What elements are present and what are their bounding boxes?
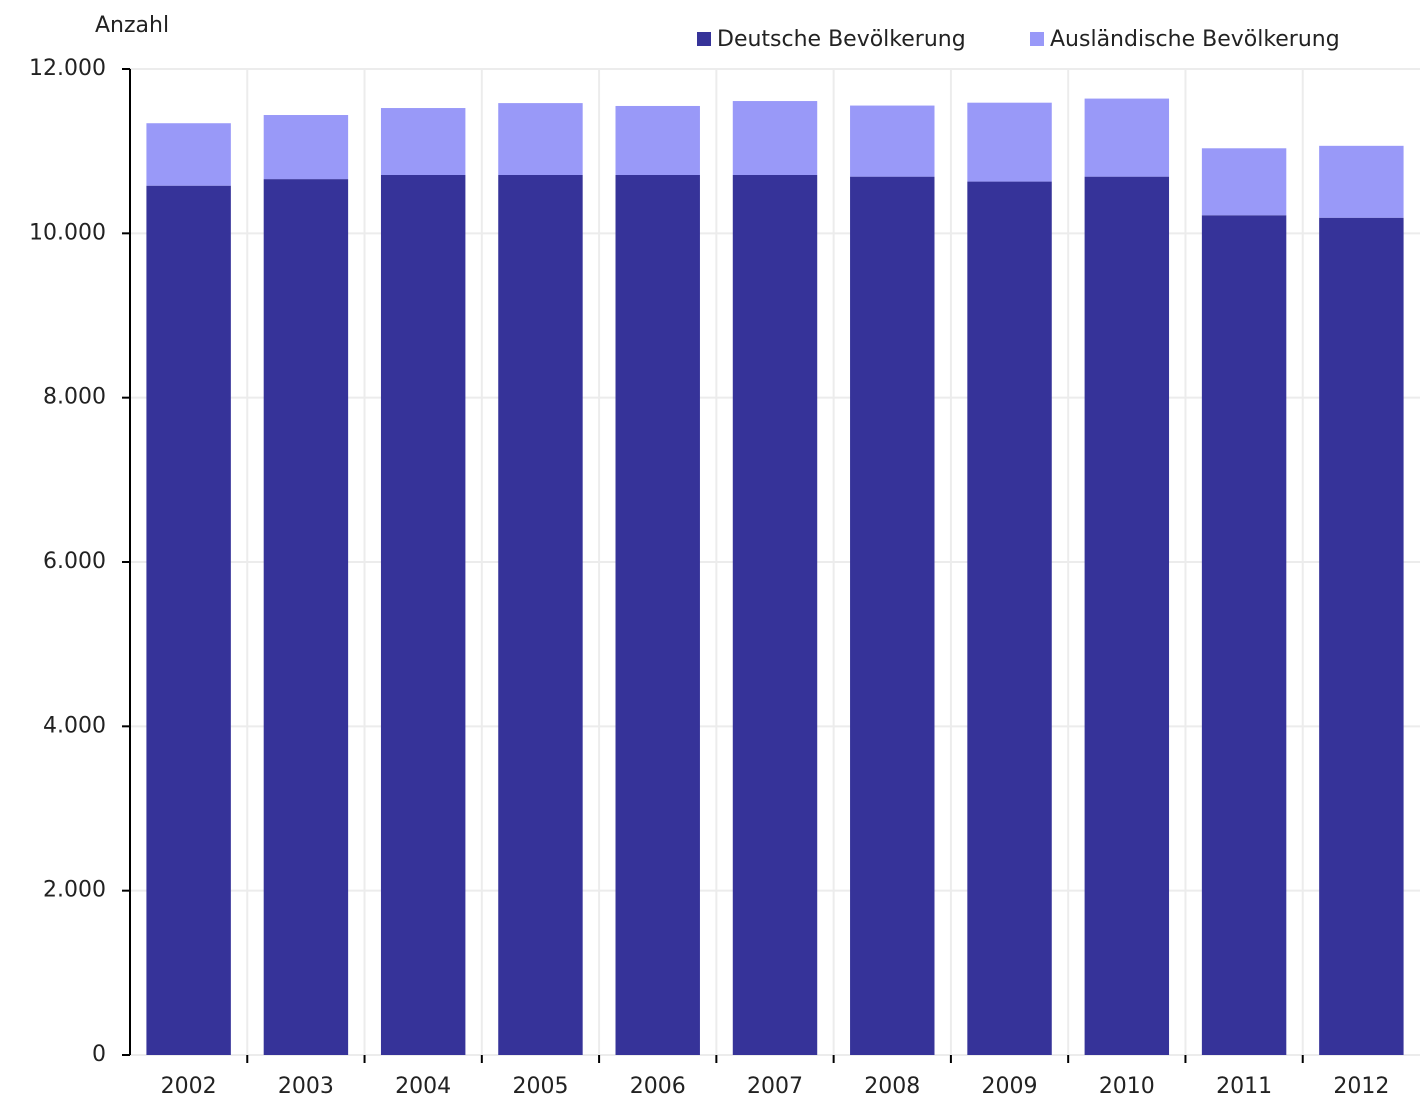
y-axis-label: Anzahl: [95, 13, 169, 38]
bar-segment: [732, 174, 818, 1055]
y-tick-label: 12.000: [29, 56, 106, 81]
bar-segment: [1084, 176, 1170, 1056]
bar-segment: [615, 105, 700, 175]
bar-segment: [850, 105, 935, 177]
y-tick-label: 10.000: [29, 220, 106, 245]
bar-segment: [263, 115, 349, 180]
bar-segment: [615, 174, 700, 1055]
x-tick-label: 2008: [864, 1074, 920, 1098]
bar-segment: [967, 181, 1052, 1055]
x-tick-label: 2011: [1216, 1074, 1272, 1098]
bar-segment: [380, 108, 466, 175]
x-tick-label: 2012: [1333, 1074, 1389, 1098]
legend-swatch: [1030, 32, 1044, 46]
x-tick-label: 2003: [278, 1074, 334, 1098]
bar-segment: [146, 185, 231, 1056]
x-tick-label: 2009: [982, 1074, 1038, 1098]
bar-segment: [498, 174, 583, 1055]
y-tick-label: 0: [92, 1042, 106, 1067]
y-tick-label: 6.000: [43, 549, 106, 574]
x-tick-label: 2004: [395, 1074, 451, 1098]
legend-label: Ausländische Bevölkerung: [1050, 27, 1340, 52]
x-tick-label: 2005: [512, 1074, 568, 1098]
bar-segment: [850, 176, 935, 1056]
legend-swatch: [697, 32, 711, 46]
legend-label: Deutsche Bevölkerung: [717, 27, 966, 52]
bar-segment: [1319, 217, 1404, 1055]
x-tick-label: 2002: [161, 1074, 217, 1098]
x-tick-label: 2006: [630, 1074, 686, 1098]
bar-segment: [380, 174, 466, 1055]
x-tick-label: 2010: [1099, 1074, 1155, 1098]
bar-segment: [732, 101, 818, 175]
y-tick-label: 4.000: [43, 713, 106, 738]
y-tick-label: 8.000: [43, 385, 106, 410]
y-tick-label: 2.000: [43, 878, 106, 903]
bar-segment: [1319, 145, 1404, 218]
bar-segment: [263, 179, 349, 1055]
bar-segment: [1201, 215, 1287, 1056]
bar-segment: [1084, 98, 1170, 177]
x-tick-label: 2007: [747, 1074, 803, 1098]
bar-segment: [1201, 148, 1287, 216]
bar-segment: [498, 103, 583, 175]
bar-segment: [146, 123, 231, 186]
bar-segment: [967, 102, 1052, 182]
